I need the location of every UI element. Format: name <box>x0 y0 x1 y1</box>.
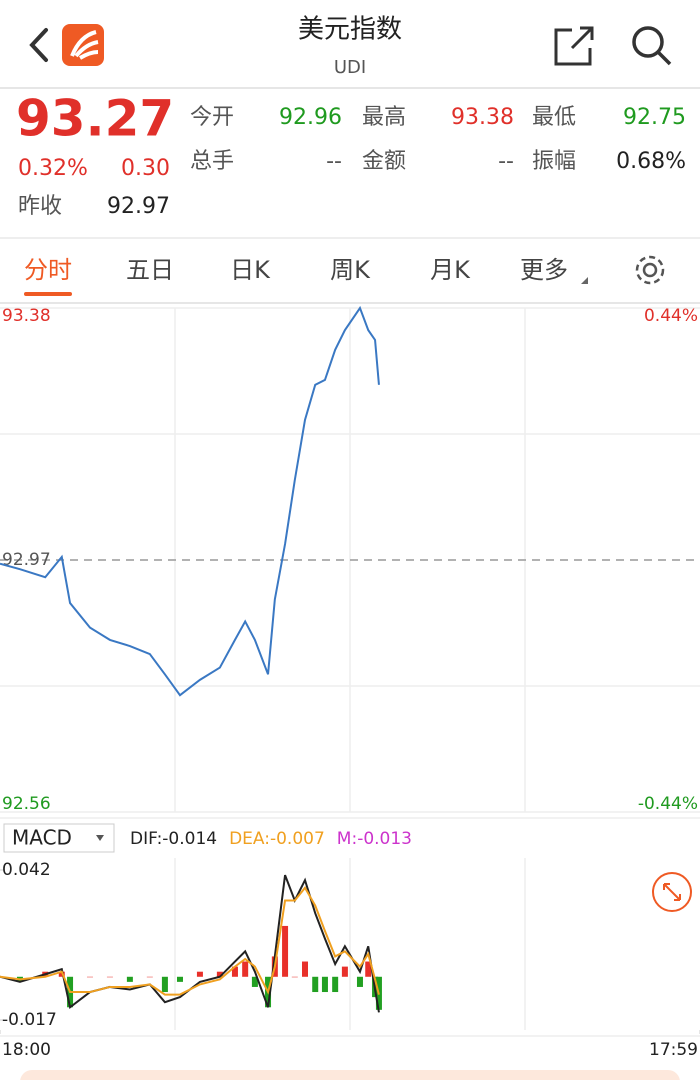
macd-bar <box>196 971 203 977</box>
zoom-button[interactable] <box>652 872 692 912</box>
legend-label: M:-0.013 <box>337 829 412 849</box>
price-line <box>0 305 380 697</box>
stat-value: 93.38 <box>451 105 514 130</box>
change-pct: 0.32% <box>18 156 88 181</box>
macd-bar <box>332 976 339 993</box>
macd-bar <box>106 976 113 978</box>
macd-bar <box>146 976 153 978</box>
stat-label: 今开 <box>190 105 234 130</box>
bottom-banner <box>20 1070 680 1084</box>
macd-bar <box>242 961 249 977</box>
macd-bar <box>321 976 328 993</box>
y-tick-label: 0.042 <box>2 860 51 880</box>
title: 美元指数 <box>298 15 402 45</box>
macd-bar <box>161 976 168 993</box>
tab[interactable]: 月K <box>430 256 471 284</box>
stat-label: 金额 <box>362 149 406 174</box>
tab[interactable]: 日K <box>230 256 271 284</box>
subtitle: UDI <box>334 57 366 78</box>
macd-bar <box>302 961 309 977</box>
search-button[interactable] <box>632 26 672 66</box>
macd-line <box>0 886 380 996</box>
indicator-name: MACD <box>12 826 72 850</box>
legend-label: DIF:-0.014 <box>130 829 217 849</box>
settings-button[interactable] <box>635 255 665 285</box>
price: 93.27 <box>16 90 174 148</box>
stat-label: 最高 <box>362 105 406 130</box>
macd-bar <box>231 966 238 977</box>
app-logo <box>62 24 104 66</box>
stat-value: 92.96 <box>279 105 342 130</box>
stat-label: 总手 <box>190 149 234 174</box>
y-tick-label: 93.38 <box>2 306 51 326</box>
y2-tick-label: 0.44% <box>644 306 698 326</box>
logo-mark <box>70 30 99 60</box>
y-tick-label: 92.97 <box>2 550 51 570</box>
select-caret <box>96 835 104 841</box>
tab[interactable]: 周K <box>330 256 371 284</box>
tab[interactable]: 分时 <box>24 256 72 284</box>
prev-close: 92.97 <box>107 194 170 219</box>
stat-label: 振幅 <box>532 149 576 174</box>
macd-bar <box>176 976 183 982</box>
change: 0.30 <box>121 156 170 181</box>
x-tick-label: 17:59 <box>649 1040 698 1060</box>
macd-bar <box>86 976 93 978</box>
macd-bar <box>251 976 258 987</box>
stat-value: -- <box>498 149 514 174</box>
macd-bar <box>312 976 319 993</box>
macd-bar <box>356 976 363 987</box>
stat-value: -- <box>326 149 342 174</box>
macd-bar <box>216 971 223 977</box>
y-tick-label: -0.017 <box>2 1010 57 1030</box>
x-tick-label: 18:00 <box>2 1040 51 1060</box>
prev-close-label: 昨收 <box>18 194 62 219</box>
legend-label: DEA:-0.007 <box>229 829 325 849</box>
tab-underline <box>24 292 72 296</box>
stat-label: 最低 <box>532 105 576 130</box>
macd-line <box>0 874 380 1013</box>
back-button[interactable] <box>29 28 48 62</box>
macd-bar <box>282 925 289 977</box>
more-caret <box>581 277 588 284</box>
tab[interactable]: 更多 <box>520 256 568 284</box>
y-tick-label: 92.56 <box>2 794 51 814</box>
y2-tick-label: -0.44% <box>638 794 698 814</box>
indicator-select[interactable] <box>3 823 115 853</box>
share-button[interactable] <box>554 26 594 66</box>
macd-bar <box>291 976 298 978</box>
stat-value: 0.68% <box>616 149 686 174</box>
macd-bar <box>341 966 348 977</box>
macd-bar <box>365 961 372 977</box>
tab[interactable]: 五日 <box>126 256 174 284</box>
macd-bar <box>126 976 133 982</box>
stat-value: 92.75 <box>623 105 686 130</box>
